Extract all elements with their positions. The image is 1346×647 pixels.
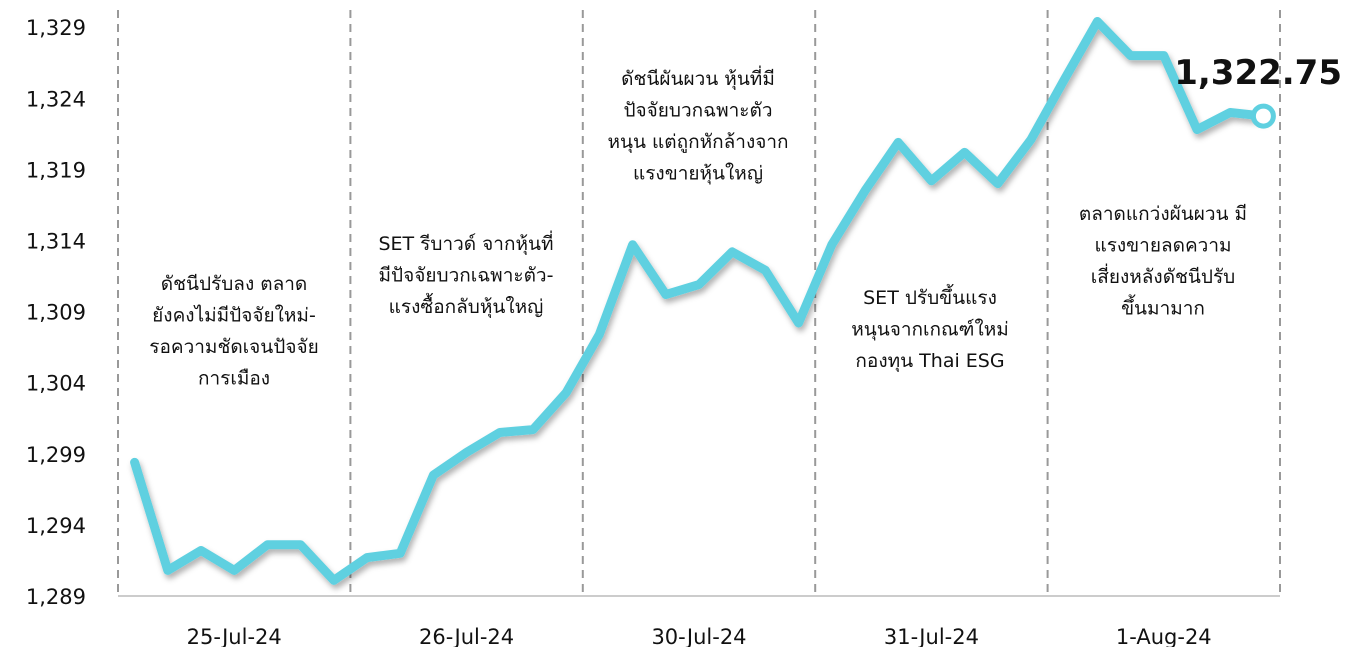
annotation-line: SET รีบาวด์ จากหุ้นที่	[378, 230, 553, 256]
y-tick-label: 1,319	[26, 158, 86, 182]
x-tick-label: 25-Jul-24	[187, 625, 282, 647]
annotation-line: หนุน แต่ถูกหักล้างจาก	[607, 131, 788, 154]
annotation-line: หนุนจากเกณฑ์ใหม่	[851, 319, 1009, 342]
x-tick-label: 30-Jul-24	[651, 625, 746, 647]
annotation-line: การเมือง	[198, 368, 270, 390]
y-tick-label: 1,314	[26, 230, 86, 254]
value-label: 1,322.75	[1174, 53, 1342, 93]
annotation-line: ยังคงไม่มีปัจจัยใหม่-	[152, 305, 316, 327]
y-tick-label: 1,329	[26, 16, 86, 40]
annotation-line: ดัชนีปรับลง ตลาด	[161, 273, 308, 295]
annotation-line: ดัชนีผันผวน หุ้นที่มี	[621, 65, 775, 91]
line-series	[130, 17, 1268, 585]
annotation-line: รอความชัดเจนปัจจัย	[149, 336, 319, 358]
annotation-line: ตลาดแกว่งผันผวน มี	[1079, 203, 1247, 225]
x-tick-label: 31-Jul-24	[884, 625, 979, 647]
x-tick-label: 1-Aug-24	[1116, 625, 1212, 647]
annotation-line: ปัจจัยบวกฉพาะตัว	[623, 100, 772, 122]
annotation-line: เสี่ยงหลังดัชนีปรับ	[1091, 263, 1236, 288]
annotation-line: กองทุน Thai ESG	[855, 350, 1004, 373]
annotation-line: แรงขายหุ้นใหญ่	[633, 163, 763, 186]
annotation-line: มีปัจจัยบวกเฉพาะตัว-	[379, 265, 554, 287]
annotation-line: แรงขายลดความ	[1094, 235, 1231, 257]
y-tick-label: 1,289	[26, 585, 86, 609]
annotation-line: SET ปรับขึ้นแรง	[863, 284, 997, 309]
annotation-line: ขึ้นมามาก	[1121, 295, 1205, 320]
y-tick-label: 1,304	[26, 372, 86, 396]
y-tick-label: 1,324	[26, 87, 86, 111]
end-marker	[1250, 103, 1276, 129]
y-tick-label: 1,294	[26, 514, 86, 538]
x-tick-label: 26-Jul-24	[419, 625, 514, 647]
y-tick-label: 1,299	[26, 443, 86, 467]
y-tick-label: 1,309	[26, 301, 86, 325]
annotation-line: แรงซื้อกลับหุ้นใหญ่	[389, 293, 544, 319]
